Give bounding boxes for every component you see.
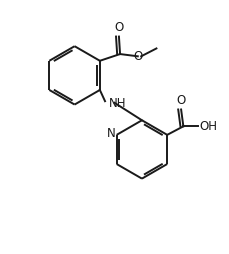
Text: OH: OH bbox=[199, 120, 217, 133]
Text: O: O bbox=[176, 94, 185, 107]
Text: O: O bbox=[114, 21, 123, 34]
Text: NH: NH bbox=[108, 97, 126, 110]
Text: O: O bbox=[133, 50, 142, 63]
Text: N: N bbox=[106, 127, 115, 140]
